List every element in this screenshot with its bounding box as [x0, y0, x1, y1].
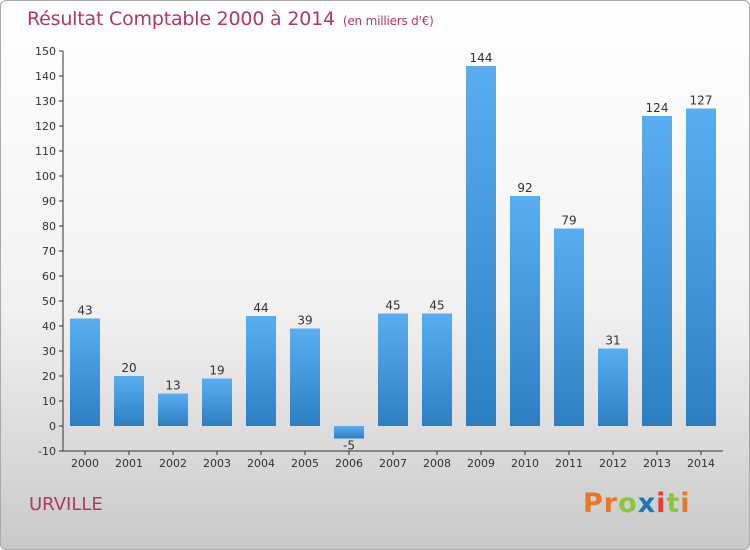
- y-tick-label: -10: [38, 445, 56, 458]
- y-tick-label: 130: [35, 95, 56, 108]
- data-label: 124: [646, 101, 669, 115]
- chart-title-text: Résultat Comptable 2000 à 2014: [27, 8, 335, 30]
- data-label: 79: [561, 214, 576, 228]
- bar-2000: [70, 318, 100, 426]
- bar-2013: [642, 116, 672, 426]
- data-label: 43: [77, 304, 92, 318]
- bar-2004: [246, 316, 276, 426]
- bar-2002: [158, 393, 188, 426]
- bar-2011: [554, 228, 584, 426]
- x-tick-label: 2014: [687, 457, 715, 470]
- x-tick-label: 2005: [291, 457, 319, 470]
- x-tick-label: 2011: [555, 457, 583, 470]
- data-label: 45: [429, 299, 444, 313]
- y-tick-label: 140: [35, 70, 56, 83]
- data-label: 20: [121, 361, 136, 375]
- y-tick-label: 50: [42, 295, 56, 308]
- data-label: 45: [385, 299, 400, 313]
- chart-title: Résultat Comptable 2000 à 2014 (en millie…: [27, 8, 434, 30]
- data-label: 92: [517, 181, 532, 195]
- data-label: 31: [605, 334, 620, 348]
- bar-2012: [598, 348, 628, 426]
- y-tick-label: 10: [42, 395, 56, 408]
- x-tick-label: 2006: [335, 457, 363, 470]
- x-tick-label: 2008: [423, 457, 451, 470]
- bar-2006: [334, 426, 364, 439]
- x-tick-label: 2002: [159, 457, 187, 470]
- bar-2009: [466, 66, 496, 426]
- x-tick-label: 2009: [467, 457, 495, 470]
- data-label: 19: [209, 364, 224, 378]
- bar-2010: [510, 196, 540, 426]
- x-tick-label: 2007: [379, 457, 407, 470]
- bar-2007: [378, 313, 408, 426]
- x-tick-label: 2012: [599, 457, 627, 470]
- data-label: 44: [253, 301, 268, 315]
- data-label: -5: [343, 439, 355, 453]
- y-tick-label: 90: [42, 195, 56, 208]
- x-tick-label: 2010: [511, 457, 539, 470]
- y-tick-label: 60: [42, 270, 56, 283]
- bar-2001: [114, 376, 144, 426]
- bar-2008: [422, 313, 452, 426]
- y-tick-label: 30: [42, 345, 56, 358]
- data-label: 39: [297, 314, 312, 328]
- data-label: 144: [470, 51, 493, 65]
- x-tick-label: 2003: [203, 457, 231, 470]
- y-tick-label: 70: [42, 245, 56, 258]
- y-tick-label: 120: [35, 120, 56, 133]
- x-tick-label: 2001: [115, 457, 143, 470]
- bar-2003: [202, 378, 232, 426]
- y-tick-label: 20: [42, 370, 56, 383]
- chart-subtitle: (en milliers d'€): [342, 14, 434, 28]
- data-label: 127: [690, 94, 713, 108]
- proxiti-logo: Proxiti: [583, 488, 691, 519]
- commune-name: URVILLE: [29, 494, 103, 515]
- bar-2014: [686, 108, 716, 426]
- y-tick-label: 40: [42, 320, 56, 333]
- y-tick-label: 150: [35, 45, 56, 58]
- bar-2005: [290, 328, 320, 426]
- y-tick-label: 100: [35, 170, 56, 183]
- x-tick-label: 2013: [643, 457, 671, 470]
- y-tick-label: 80: [42, 220, 56, 233]
- y-tick-label: 0: [49, 420, 56, 433]
- x-tick-label: 2000: [71, 457, 99, 470]
- data-label: 13: [165, 379, 180, 393]
- y-tick-label: 110: [35, 145, 56, 158]
- x-tick-label: 2004: [247, 457, 275, 470]
